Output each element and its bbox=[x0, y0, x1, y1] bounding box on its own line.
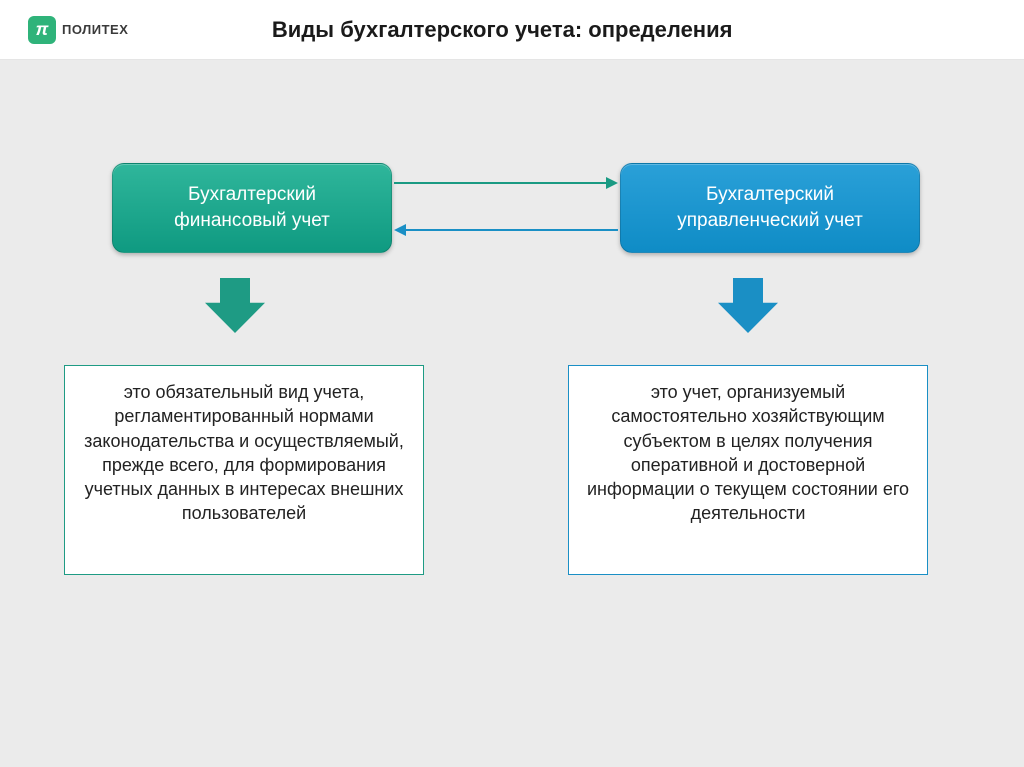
page-title: Виды бухгалтерского учета: определения bbox=[8, 17, 996, 43]
node-financial-accounting: Бухгалтерский финансовый учет bbox=[112, 163, 392, 253]
header: π ПОЛИТЕХ Виды бухгалтерского учета: опр… bbox=[0, 0, 1024, 60]
connector-bottom-arrow-icon bbox=[394, 222, 618, 238]
node-management-accounting: Бухгалтерский управленческий учет bbox=[620, 163, 920, 253]
arrow-down-left-icon bbox=[205, 278, 265, 333]
arrow-down-right-icon bbox=[718, 278, 778, 333]
definition-financial-text: это обязательный вид учета, регламентиро… bbox=[84, 382, 404, 523]
node-financial-accounting-label: Бухгалтерский финансовый учет bbox=[131, 182, 373, 233]
diagram-canvas: Бухгалтерский финансовый учет Бухгалтерс… bbox=[0, 60, 1024, 767]
connector-top-arrow-icon bbox=[394, 175, 618, 191]
definition-management: это учет, организуемый самостоятельно хо… bbox=[568, 365, 928, 575]
slide: π ПОЛИТЕХ Виды бухгалтерского учета: опр… bbox=[0, 0, 1024, 767]
definition-financial: это обязательный вид учета, регламентиро… bbox=[64, 365, 424, 575]
node-management-accounting-label: Бухгалтерский управленческий учет bbox=[639, 182, 901, 233]
definition-management-text: это учет, организуемый самостоятельно хо… bbox=[587, 382, 909, 523]
